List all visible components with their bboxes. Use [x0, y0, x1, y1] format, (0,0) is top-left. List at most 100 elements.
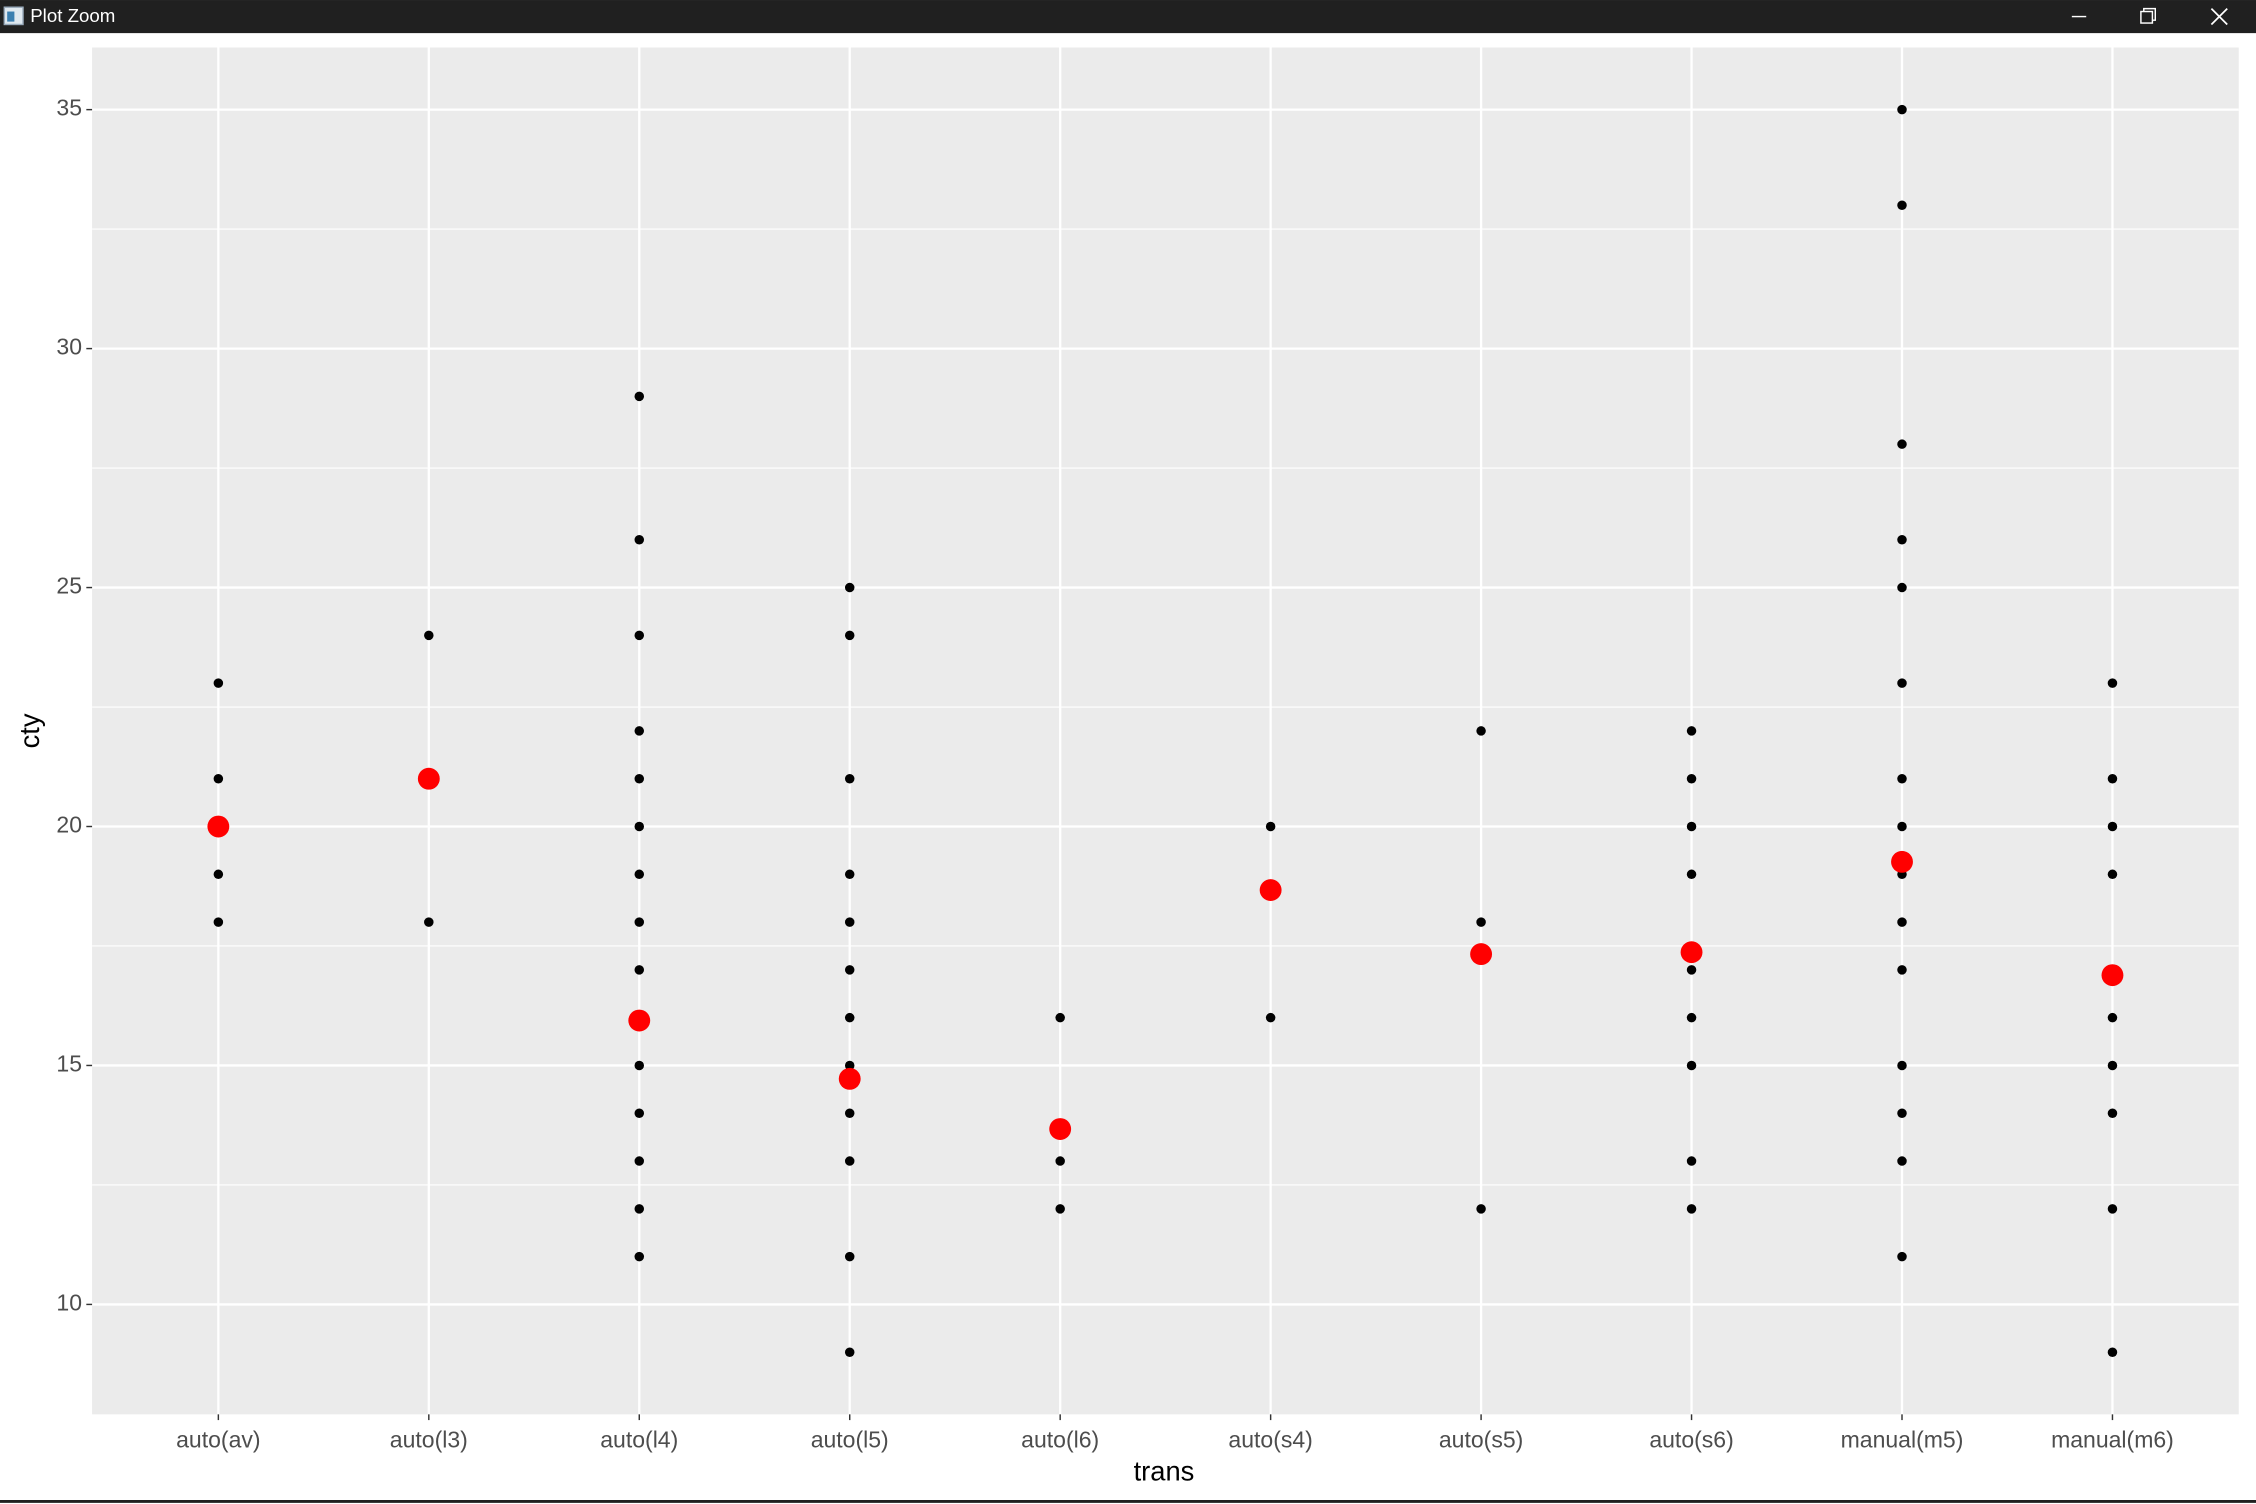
- data-point: [1897, 1060, 1907, 1071]
- data-point: [1686, 1060, 1697, 1071]
- data-point: [1686, 965, 1697, 975]
- window-icon: [3, 6, 24, 26]
- data-point: [844, 917, 855, 927]
- mean-point: [1891, 850, 1913, 873]
- data-point: [424, 630, 434, 641]
- mean-point: [1259, 879, 1282, 902]
- data-point: [2107, 1060, 2118, 1071]
- y-tick-label: 20: [56, 812, 82, 838]
- data-point: [2107, 1108, 2118, 1119]
- data-point: [1055, 1156, 1065, 1166]
- mean-point: [207, 815, 230, 838]
- data-point: [1897, 535, 1907, 545]
- data-point: [634, 1204, 645, 1214]
- data-point: [634, 1156, 645, 1166]
- data-point: [2107, 773, 2118, 784]
- data-point: [634, 869, 645, 880]
- data-point: [844, 773, 855, 784]
- data-point: [844, 1347, 855, 1357]
- x-tick-label: auto(av): [176, 1427, 260, 1453]
- data-point: [1897, 104, 1907, 115]
- data-point: [634, 821, 645, 832]
- data-point: [1265, 821, 1276, 832]
- data-point: [1897, 1251, 1907, 1262]
- x-tick-label: manual(m5): [1841, 1427, 1964, 1453]
- y-tick-label: 35: [56, 95, 82, 121]
- data-point: [844, 1156, 855, 1166]
- y-tick-label: 25: [56, 573, 82, 599]
- data-point: [1897, 1156, 1907, 1166]
- data-point: [1476, 1204, 1486, 1214]
- x-axis-title: trans: [1134, 1456, 1195, 1487]
- data-point: [2107, 869, 2118, 880]
- data-point: [1897, 1108, 1907, 1119]
- mean-point: [1049, 1118, 1072, 1140]
- title-bar: [0, 0, 2256, 34]
- data-point: [1897, 773, 1907, 784]
- data-point: [2107, 821, 2118, 832]
- data-point: [213, 917, 224, 927]
- data-point: [1686, 1204, 1697, 1214]
- data-point: [634, 1108, 645, 1119]
- x-tick-label: manual(m6): [2051, 1427, 2174, 1453]
- mean-point: [838, 1067, 861, 1090]
- restore-button[interactable]: [2140, 7, 2157, 24]
- mean-point: [1680, 941, 1703, 964]
- data-point: [1686, 1156, 1697, 1166]
- data-point: [844, 965, 855, 975]
- data-point: [213, 678, 224, 688]
- data-point: [1476, 726, 1486, 736]
- data-point: [1055, 1204, 1065, 1214]
- data-point: [213, 773, 224, 784]
- data-point: [844, 630, 855, 641]
- data-point: [2107, 1347, 2118, 1357]
- data-point: [844, 869, 855, 880]
- data-point: [1897, 200, 1907, 210]
- data-point: [1897, 439, 1907, 449]
- data-point: [634, 773, 645, 784]
- window-title: Plot Zoom: [30, 5, 115, 26]
- data-point: [634, 917, 645, 927]
- data-point: [634, 965, 645, 975]
- y-tick-label: 30: [56, 334, 82, 360]
- mean-point: [1470, 943, 1493, 966]
- data-point: [1897, 965, 1907, 975]
- data-point: [1265, 1012, 1276, 1023]
- data-point: [634, 1060, 645, 1071]
- x-tick-label: auto(s6): [1649, 1427, 1733, 1453]
- x-tick-label: auto(l6): [1021, 1427, 1099, 1453]
- data-point: [634, 535, 645, 545]
- data-point: [844, 582, 855, 593]
- data-point: [634, 726, 645, 736]
- data-point: [1897, 821, 1907, 832]
- x-tick-label: auto(s5): [1439, 1427, 1523, 1453]
- data-point: [844, 1060, 855, 1071]
- data-point: [1686, 726, 1697, 736]
- data-point: [634, 630, 645, 641]
- y-tick-label: 10: [56, 1289, 82, 1315]
- mean-point: [417, 767, 440, 790]
- mean-point: [2101, 964, 2124, 987]
- data-point: [1897, 678, 1907, 688]
- mean-point: [628, 1009, 651, 1032]
- data-point: [634, 391, 645, 402]
- data-point: [844, 1251, 855, 1262]
- plot: 10 15 20 25 30 35 auto(av) auto(l3) auto(l4) auto…: [56, 47, 2239, 1453]
- data-point: [844, 1108, 855, 1119]
- x-tick-label: auto(l5): [811, 1427, 889, 1453]
- data-point: [2107, 1204, 2118, 1214]
- x-tick-label: auto(s4): [1228, 1427, 1312, 1453]
- close-button[interactable]: [2210, 8, 2228, 26]
- data-point: [424, 917, 434, 927]
- data-point: [1476, 917, 1486, 927]
- plot-panel: [92, 47, 2239, 1415]
- x-tick-label: auto(l4): [600, 1427, 678, 1453]
- y-axis-title: cty: [14, 713, 45, 748]
- x-tick-label: auto(l3): [390, 1427, 468, 1453]
- data-point: [1686, 821, 1697, 832]
- data-point: [213, 869, 224, 880]
- data-point: [1055, 1012, 1065, 1023]
- y-tick-label: 15: [56, 1051, 82, 1077]
